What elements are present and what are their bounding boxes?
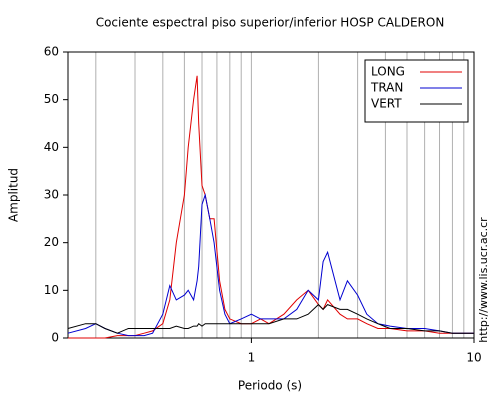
legend-label: LONG (371, 65, 405, 79)
y-axis-label: Amplitud (7, 168, 21, 222)
y-tick-label: 40 (44, 140, 59, 154)
data-line (68, 75, 474, 339)
y-tick-label: 30 (44, 188, 59, 202)
y-tick-label: 0 (51, 331, 59, 345)
x-tick-label: 1 (248, 351, 256, 365)
y-tick-label: 10 (44, 283, 59, 297)
legend-label: TRAN (370, 81, 403, 95)
data-line (67, 193, 474, 337)
y-tick-label: 20 (44, 235, 59, 249)
legend-label: VERT (371, 97, 402, 111)
data-line (67, 303, 474, 334)
chart-title: Cociente espectral piso superior/inferio… (96, 16, 445, 30)
y-tick-label: 50 (44, 92, 59, 106)
legend-box (364, 59, 469, 123)
y-tick-label: 60 (44, 45, 59, 59)
x-tick-label: 10 (466, 351, 481, 365)
side-note: http://www.lis.ucr.ac.cr (477, 217, 490, 343)
x-axis-label: Periodo (s) (238, 379, 302, 393)
